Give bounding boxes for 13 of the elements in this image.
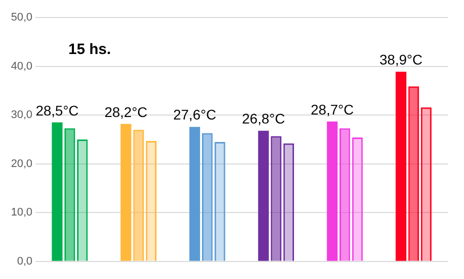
text: 15 hs. bbox=[68, 41, 111, 58]
y-tick-label: 50,0 bbox=[10, 12, 32, 24]
data-label: 28,5°C bbox=[36, 102, 79, 118]
data-label: 27,6°C bbox=[173, 106, 216, 123]
y-tick-label: 10,0 bbox=[10, 206, 32, 219]
y-tick-label: 20,0 bbox=[10, 158, 32, 170]
data-label: 28,2°C bbox=[104, 104, 148, 120]
y-tick-label: 40,0 bbox=[10, 60, 32, 72]
y-tick-label: 0,0 bbox=[17, 255, 32, 268]
data-label: 28,7°C bbox=[310, 101, 354, 118]
data-label: 26,8°C bbox=[242, 110, 285, 127]
y-tick-label: 30,0 bbox=[10, 109, 32, 122]
data-label: 38,9°C bbox=[380, 52, 422, 68]
